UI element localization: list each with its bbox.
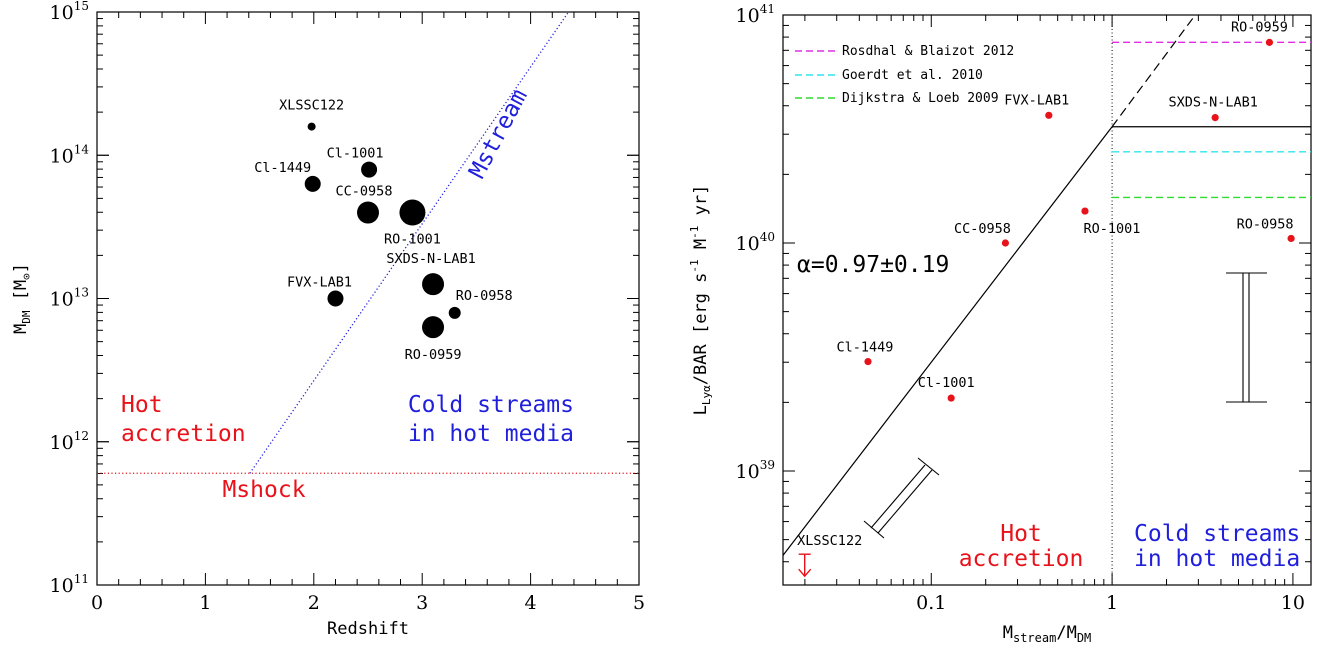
point-label: SXDS-N-LAB1: [1168, 95, 1257, 111]
x-tick-label: 10: [1281, 592, 1305, 614]
diagonal-errorbar-cap: [863, 520, 885, 539]
x-tick-label: 0.1: [916, 592, 946, 614]
panel-left: 0 1 2 3 4 5 1011 1012 1013 1014 1015 Redshift MDM [M…: [11, 0, 645, 639]
point-label: SXDS-N-LAB1: [386, 251, 475, 267]
diagonal-errorbar-line: [877, 469, 933, 534]
y-tick-label: 1041: [736, 2, 775, 27]
ratio-point: [947, 394, 955, 402]
point-label: CC-0958: [954, 221, 1011, 237]
point-label: Cl-1449: [254, 160, 311, 176]
ratio-point: [1211, 114, 1219, 122]
point-label: CC-0958: [336, 184, 393, 200]
cluster-point: [304, 175, 321, 192]
accretion-annotation: accretion: [959, 546, 1084, 572]
accretion-annotation: accretion: [121, 421, 246, 447]
ratio-point: [1001, 239, 1010, 247]
legend-label: Goerdt et al. 2010: [842, 68, 983, 83]
mstream-annotation: Mstream: [464, 85, 532, 183]
point-label: RO-0959: [405, 347, 462, 363]
y-tick-label: 1040: [736, 230, 775, 255]
x-tick-label: 1: [199, 592, 211, 614]
error-bar-keys: [863, 272, 1267, 539]
y-tick-label: 1039: [736, 458, 775, 483]
point-label: RO-0958: [456, 288, 513, 304]
cluster-point: [357, 201, 379, 224]
left-points: XLSSC122 Cl-1001 Cl-1449 CC-0958 RO-1001 SXDS…: [254, 98, 512, 364]
legend-label: Rosdhal & Blaizot 2012: [842, 44, 1014, 59]
y-tick-label: 1015: [50, 0, 89, 24]
left-plot-frame: [96, 11, 640, 586]
point-label: XLSSC122: [797, 533, 862, 549]
x-tick-label: 2: [308, 592, 320, 614]
point-label: RO-0958: [1237, 216, 1294, 232]
x-axis-label: Mstream/MDM: [1003, 623, 1092, 645]
panel-right: 0.1 1 10 1039 1040 1041 Mstream/MDM LLyα/BAR [e…: [688, 2, 1312, 645]
ratio-point: [1265, 38, 1274, 46]
point-label: RO-0959: [1231, 19, 1288, 35]
y-tick-label: 1011: [50, 572, 89, 597]
point-label: FVX-LAB1: [287, 275, 352, 291]
y-axis-label: MDM [M⊙]: [11, 263, 33, 334]
cluster-point: [361, 161, 378, 178]
fit-annotation: α=0.97±0.19: [797, 252, 949, 278]
left-ticks: [96, 11, 640, 586]
x-tick-label: 1: [1106, 592, 1118, 614]
ratio-point: [864, 357, 872, 366]
legend-label: Dijkstra & Loeb 2009: [842, 91, 999, 106]
hot-media-annotation: in hot media: [1134, 546, 1300, 572]
cluster-point: [422, 316, 445, 339]
cluster-point: [422, 273, 445, 296]
x-tick-label: 0: [91, 592, 103, 614]
hot-annotation: Hot: [1000, 521, 1042, 547]
right-plot-frame: [782, 14, 1312, 586]
hot-annotation: Hot: [121, 392, 163, 418]
cluster-point: [307, 122, 316, 131]
point-label: Cl-1001: [918, 375, 975, 391]
point-label: Cl-1001: [327, 146, 384, 162]
x-tick-label: 4: [525, 592, 537, 614]
ratio-point: [1045, 111, 1053, 119]
cluster-point: [448, 306, 461, 319]
cold-streams-annotation: Cold streams: [1134, 521, 1300, 547]
ratio-point: [1081, 207, 1089, 215]
cluster-point: [327, 290, 344, 307]
cold-streams-annotation: Cold streams: [408, 392, 574, 418]
fit-line: [782, 126, 1113, 556]
diagonal-errorbar-line: [870, 464, 926, 529]
cluster-point: [399, 199, 426, 226]
fit-extension-line: [1111, 14, 1196, 128]
mshock-annotation: Mshock: [222, 477, 305, 503]
x-axis-label: Redshift: [327, 619, 409, 639]
x-tick-label: 3: [416, 592, 428, 614]
ratio-point: [1287, 234, 1295, 243]
upper-limit-arrowhead: [798, 568, 812, 578]
point-label: Cl-1449: [837, 340, 894, 356]
y-tick-label: 1013: [50, 286, 89, 311]
hot-media-annotation: in hot media: [408, 421, 574, 447]
right-points: RO-0959 FVX-LAB1 SXDS-N-LAB1 RO-1001 CC-0958…: [797, 19, 1295, 578]
x-tick-label: 5: [633, 592, 645, 614]
diagonal-errorbar-cap: [917, 457, 940, 476]
y-tick-label: 1014: [50, 142, 90, 167]
y-tick-label: 1012: [50, 429, 89, 454]
y-axis-label: LLyα/BAR [erg s-1 M-1 yr]: [688, 185, 713, 416]
point-label: XLSSC122: [279, 98, 344, 114]
point-label: FVX-LAB1: [1004, 92, 1069, 108]
point-label: RO-1001: [1084, 221, 1141, 237]
point-label: RO-1001: [384, 232, 441, 248]
right-ticks: [783, 14, 1311, 585]
